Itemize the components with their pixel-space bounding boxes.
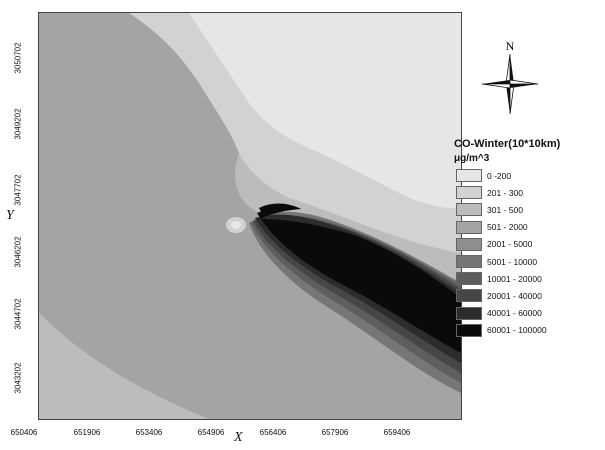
legend-item: 40001 - 60000 [454, 305, 604, 322]
north-label: N [506, 40, 515, 53]
compass-rose-icon: N [480, 39, 540, 118]
y-tick-label: 3047702 [13, 174, 23, 206]
legend-label: 40001 - 60000 [487, 308, 542, 319]
legend-item: 2001 - 5000 [454, 236, 604, 253]
legend: CO-Winter(10*10km) μg/m^3 0 -200 201 - 30… [454, 138, 604, 339]
legend-label: 501 - 2000 [487, 222, 528, 233]
zone-301-500 [39, 313, 209, 419]
legend-swatch [456, 272, 482, 286]
legend-item: 20001 - 40000 [454, 287, 604, 304]
legend-item: 10001 - 20000 [454, 270, 604, 287]
legend-swatch [456, 203, 482, 217]
x-tick-label: 650406 [10, 428, 38, 437]
legend-label: 20001 - 40000 [487, 290, 542, 301]
zone-0-200 [189, 13, 461, 209]
legend-swatch [456, 323, 482, 337]
x-axis-label: X [234, 430, 243, 445]
legend-swatch [456, 186, 482, 200]
y-tick-label: 3046202 [13, 236, 23, 268]
legend-label: 2001 - 5000 [487, 239, 533, 250]
y-axis-label: Y [6, 208, 14, 223]
plume-60001-100000 [257, 206, 461, 353]
legend-swatch [456, 169, 482, 183]
x-tick-label: 653406 [135, 428, 163, 437]
x-tick-label: 659406 [383, 428, 411, 437]
x-tick-label: 657906 [321, 428, 349, 437]
y-tick-label: 3050702 [13, 42, 23, 74]
legend-title: CO-Winter(10*10km) [454, 138, 561, 150]
hotspot-core [231, 221, 241, 229]
legend-swatch [456, 237, 482, 251]
legend-item: 201 - 300 [454, 184, 604, 201]
legend-swatch [456, 306, 482, 320]
legend-unit: μg/m^3 [454, 153, 490, 164]
x-tick-label: 654906 [197, 428, 225, 437]
legend-swatch [456, 289, 482, 303]
legend-label: 201 - 300 [487, 187, 523, 198]
legend-item: 60001 - 100000 [454, 322, 604, 339]
legend-item: 301 - 500 [454, 201, 604, 218]
legend-item: 5001 - 10000 [454, 253, 604, 270]
concentration-map [39, 13, 461, 419]
plume-tip [259, 203, 301, 217]
y-tick-label: 3044702 [13, 298, 23, 330]
legend-item: 501 - 2000 [454, 219, 604, 236]
legend-label: 10001 - 20000 [487, 273, 542, 284]
map-area[interactable] [38, 12, 462, 420]
legend-item: 0 -200 [454, 167, 604, 184]
legend-label: 301 - 500 [487, 204, 523, 215]
legend-list: 0 -200 201 - 300 301 - 500 501 - 2000 2001 -… [454, 167, 604, 339]
legend-swatch [456, 255, 482, 269]
legend-label: 5001 - 10000 [487, 256, 538, 267]
y-tick-label: 3043202 [13, 362, 23, 394]
x-tick-label: 656406 [259, 428, 287, 437]
legend-label: 0 -200 [487, 170, 512, 181]
legend-swatch [456, 220, 482, 234]
x-tick-label: 651906 [73, 428, 101, 437]
legend-label: 60001 - 100000 [487, 325, 547, 336]
y-tick-label: 3049202 [13, 108, 23, 140]
